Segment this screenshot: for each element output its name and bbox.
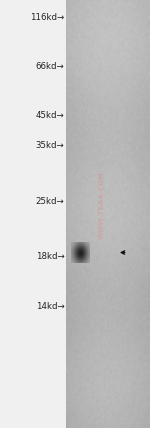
Text: 18kd→: 18kd→ (36, 252, 64, 262)
Text: 45kd→: 45kd→ (36, 111, 64, 120)
Text: 66kd→: 66kd→ (36, 62, 64, 71)
Text: 116kd→: 116kd→ (30, 12, 64, 22)
Text: 14kd→: 14kd→ (36, 301, 64, 311)
Text: WWW.TGAA.COM: WWW.TGAA.COM (99, 172, 105, 239)
Text: 35kd→: 35kd→ (36, 141, 64, 150)
Text: 25kd→: 25kd→ (36, 196, 64, 206)
